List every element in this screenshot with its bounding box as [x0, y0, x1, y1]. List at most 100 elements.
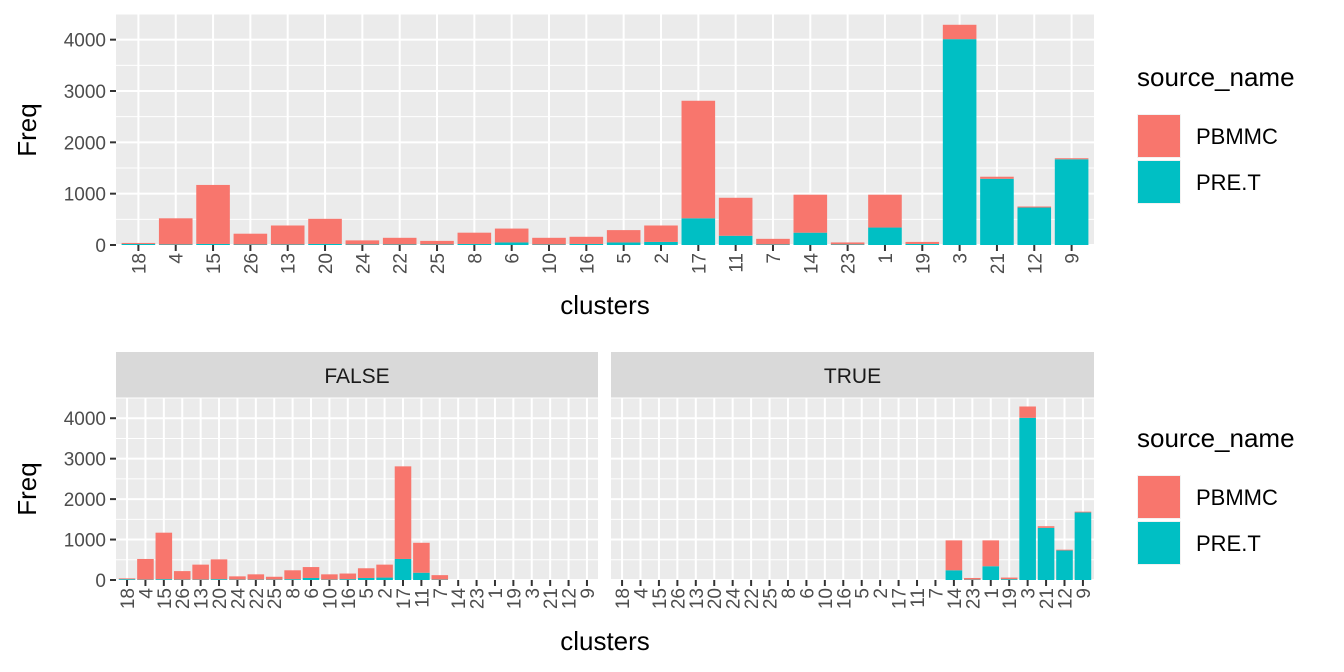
plot-panel [611, 398, 1094, 580]
bar-pret-23 [830, 244, 865, 245]
bar-pbmmc-11 [718, 197, 753, 236]
legend-title: source_name [1137, 62, 1295, 92]
bar-pbmmc-10 [321, 574, 338, 580]
x-tick-label: 4 [136, 588, 157, 599]
x-tick-label: 11 [412, 588, 433, 608]
bar-pbmmc-7 [756, 238, 790, 245]
bar-pbmmc-20 [210, 559, 228, 580]
bar-pret-14 [945, 570, 963, 580]
x-tick-label: 8 [465, 253, 486, 264]
legend-key-pret [1138, 161, 1180, 203]
bar-pret-14 [793, 232, 828, 245]
x-tick-label: 24 [228, 588, 249, 610]
y-tick-label: 3000 [64, 82, 106, 103]
bar-pret-20 [210, 579, 228, 580]
y-tick-label: 0 [95, 236, 106, 257]
x-tick-label: 2 [871, 588, 892, 599]
x-tick-label: 4 [631, 588, 652, 599]
y-tick-label: 2000 [64, 490, 106, 511]
legend-title: source_name [1137, 423, 1295, 453]
bar-pbmmc-21 [1037, 526, 1055, 528]
x-tick-label: 7 [926, 588, 947, 599]
x-tick-label: 18 [613, 588, 634, 609]
x-axis-title: clusters [560, 626, 650, 656]
x-tick-label: 2 [376, 588, 397, 599]
bar-pbmmc-7 [431, 575, 449, 580]
x-tick-label: 26 [668, 588, 689, 609]
bar-pbmmc-18 [121, 242, 156, 244]
x-tick-label: 19 [504, 588, 525, 609]
x-tick-label: 6 [503, 253, 524, 264]
bar-pbmmc-16 [339, 573, 357, 580]
x-tick-label: 4 [167, 253, 188, 264]
x-tick-label: 19 [1000, 588, 1021, 609]
x-tick-label: 8 [284, 588, 305, 599]
bar-pret-16 [339, 579, 357, 580]
bar-pbmmc-3 [1019, 406, 1036, 418]
x-tick-label: 11 [727, 253, 748, 273]
x-axis-title: clusters [560, 290, 650, 320]
x-tick-label: 12 [560, 588, 581, 609]
facet-panel-true: TRUE184152613202422258610165217117142311… [611, 352, 1095, 609]
x-tick-label: 16 [834, 588, 855, 609]
x-tick-label: 17 [394, 588, 415, 609]
x-tick-label: 13 [192, 588, 213, 609]
bar-pbmmc-13 [192, 564, 209, 580]
x-tick-label: 17 [890, 588, 911, 609]
x-tick-label: 22 [742, 588, 763, 609]
bar-pret-1 [868, 227, 902, 245]
bar-pbmmc-17 [394, 466, 412, 559]
x-tick-label: 21 [1037, 588, 1058, 609]
bar-pbmmc-26 [233, 233, 268, 245]
x-tick-label: 1 [876, 253, 897, 264]
x-tick-label: 1 [982, 588, 1003, 599]
bar-pbmmc-12 [1056, 549, 1073, 551]
x-tick-label: 10 [540, 253, 561, 274]
bar-pbmmc-17 [681, 100, 716, 219]
bar-pbmmc-25 [420, 240, 454, 245]
bar-pbmmc-13 [270, 225, 305, 245]
bar-pret-5 [606, 242, 641, 245]
bar-pbmmc-5 [606, 230, 641, 243]
bar-pret-11 [718, 235, 753, 245]
bar-pbmmc-19 [905, 241, 940, 244]
bar-pret-13 [270, 244, 305, 245]
bar-pret-25 [420, 244, 454, 245]
x-tick-label: 20 [210, 588, 231, 609]
y-axis-title: Freq [12, 462, 42, 515]
bar-pbmmc-23 [964, 577, 981, 580]
bar-pret-19 [905, 243, 940, 245]
x-tick-label: 3 [951, 253, 972, 264]
x-tick-label: 5 [357, 588, 378, 599]
y-tick-label: 2000 [64, 133, 106, 154]
y-tick-label: 4000 [64, 409, 106, 430]
bar-pbmmc-25 [265, 576, 283, 580]
bar-pret-20 [308, 243, 342, 245]
y-axis-title: Freq [12, 103, 42, 156]
x-tick-label: 23 [963, 588, 984, 609]
x-tick-label: 7 [764, 253, 785, 264]
bar-pret-15 [196, 243, 230, 245]
bar-pbmmc-4 [137, 558, 154, 580]
bar-pret-9 [1074, 512, 1092, 580]
x-tick-label: 20 [705, 588, 726, 609]
x-tick-label: 26 [173, 588, 194, 609]
x-tick-label: 21 [988, 253, 1009, 274]
y-tick-label: 0 [95, 571, 106, 592]
bar-pret-3 [1019, 417, 1036, 580]
bar-pret-18 [118, 579, 136, 580]
bar-pbmmc-6 [494, 228, 529, 243]
bar-pret-12 [1056, 550, 1073, 580]
x-tick-label: 1 [486, 588, 507, 599]
bar-pret-4 [158, 244, 193, 245]
facet-strip [611, 352, 1094, 398]
x-tick-label: 12 [1025, 253, 1046, 274]
x-tick-label: 3 [1019, 588, 1040, 599]
legend-label: PRE.T [1196, 170, 1261, 195]
bar-pbmmc-2 [644, 225, 678, 242]
x-tick-label: 13 [279, 253, 300, 274]
bar-pbmmc-1 [982, 540, 1000, 567]
bar-pret-9 [1054, 159, 1089, 245]
bar-pbmmc-14 [945, 540, 963, 571]
x-tick-label: 26 [241, 253, 262, 274]
